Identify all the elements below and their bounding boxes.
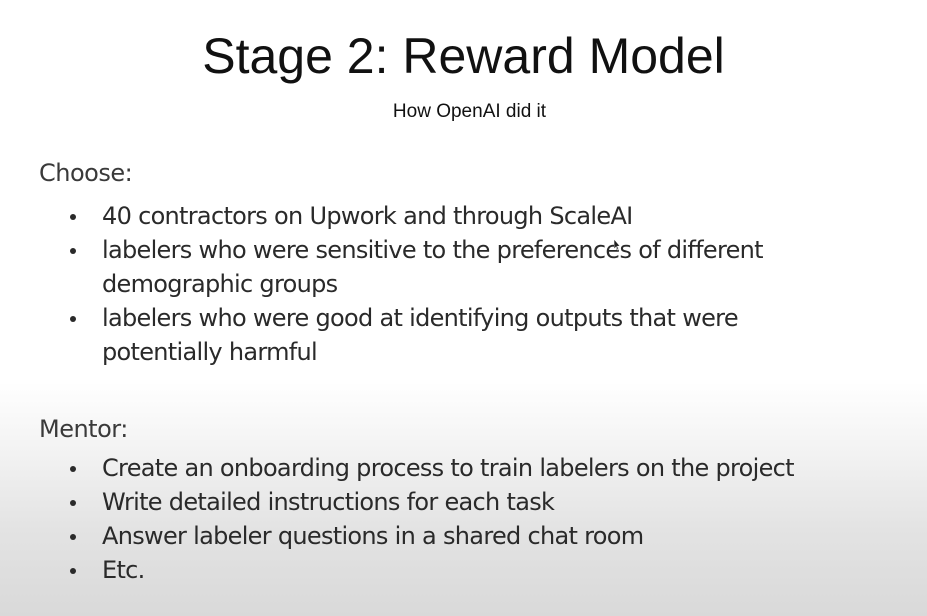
list-item: labelers who were sensitive to the prefe… [0, 233, 764, 301]
choose-heading: Choose: [39, 159, 133, 187]
bullet-icon [70, 214, 76, 220]
bullet-text: 40 contractors on Upwork and through Sca… [102, 202, 633, 230]
list-item: labelers who were good at identifying ou… [0, 301, 763, 369]
bullet-icon [70, 500, 76, 506]
bullet-text: Create an onboarding process to train la… [102, 454, 795, 482]
mentor-heading: Mentor: [39, 415, 128, 443]
list-item: Write detailed instructions for each tas… [0, 485, 794, 519]
mentor-bullet-list: Create an onboarding process to train la… [0, 451, 795, 587]
list-item: Create an onboarding process to train la… [0, 451, 795, 485]
bullet-icon [70, 316, 76, 322]
bullet-text: labelers who were good at identifying ou… [102, 304, 739, 332]
slide-subtitle: How OpenAI did it [392, 101, 547, 122]
choose-bullet-list: 40 contractors on Upwork and through Sca… [0, 199, 764, 369]
bullet-text: Answer labeler questions in a shared cha… [102, 522, 644, 550]
bullet-icon [70, 466, 76, 472]
bullet-text-continued: potentially harmful [102, 338, 318, 366]
bullet-text-continued: demographic groups [102, 270, 338, 298]
list-item: Answer labeler questions in a shared cha… [0, 519, 794, 553]
list-item: 40 contractors on Upwork and through Sca… [0, 199, 763, 233]
bullet-icon [70, 248, 76, 254]
bullet-text: labelers who were sensitive to the prefe… [102, 236, 764, 264]
bullet-icon [70, 534, 76, 540]
list-item: Etc. [0, 553, 794, 587]
bullet-text: Etc. [102, 556, 145, 584]
bullet-text: Write detailed instructions for each tas… [102, 488, 555, 516]
slide-title: Stage 2: Reward Model [202, 28, 725, 84]
bullet-icon [70, 568, 76, 574]
